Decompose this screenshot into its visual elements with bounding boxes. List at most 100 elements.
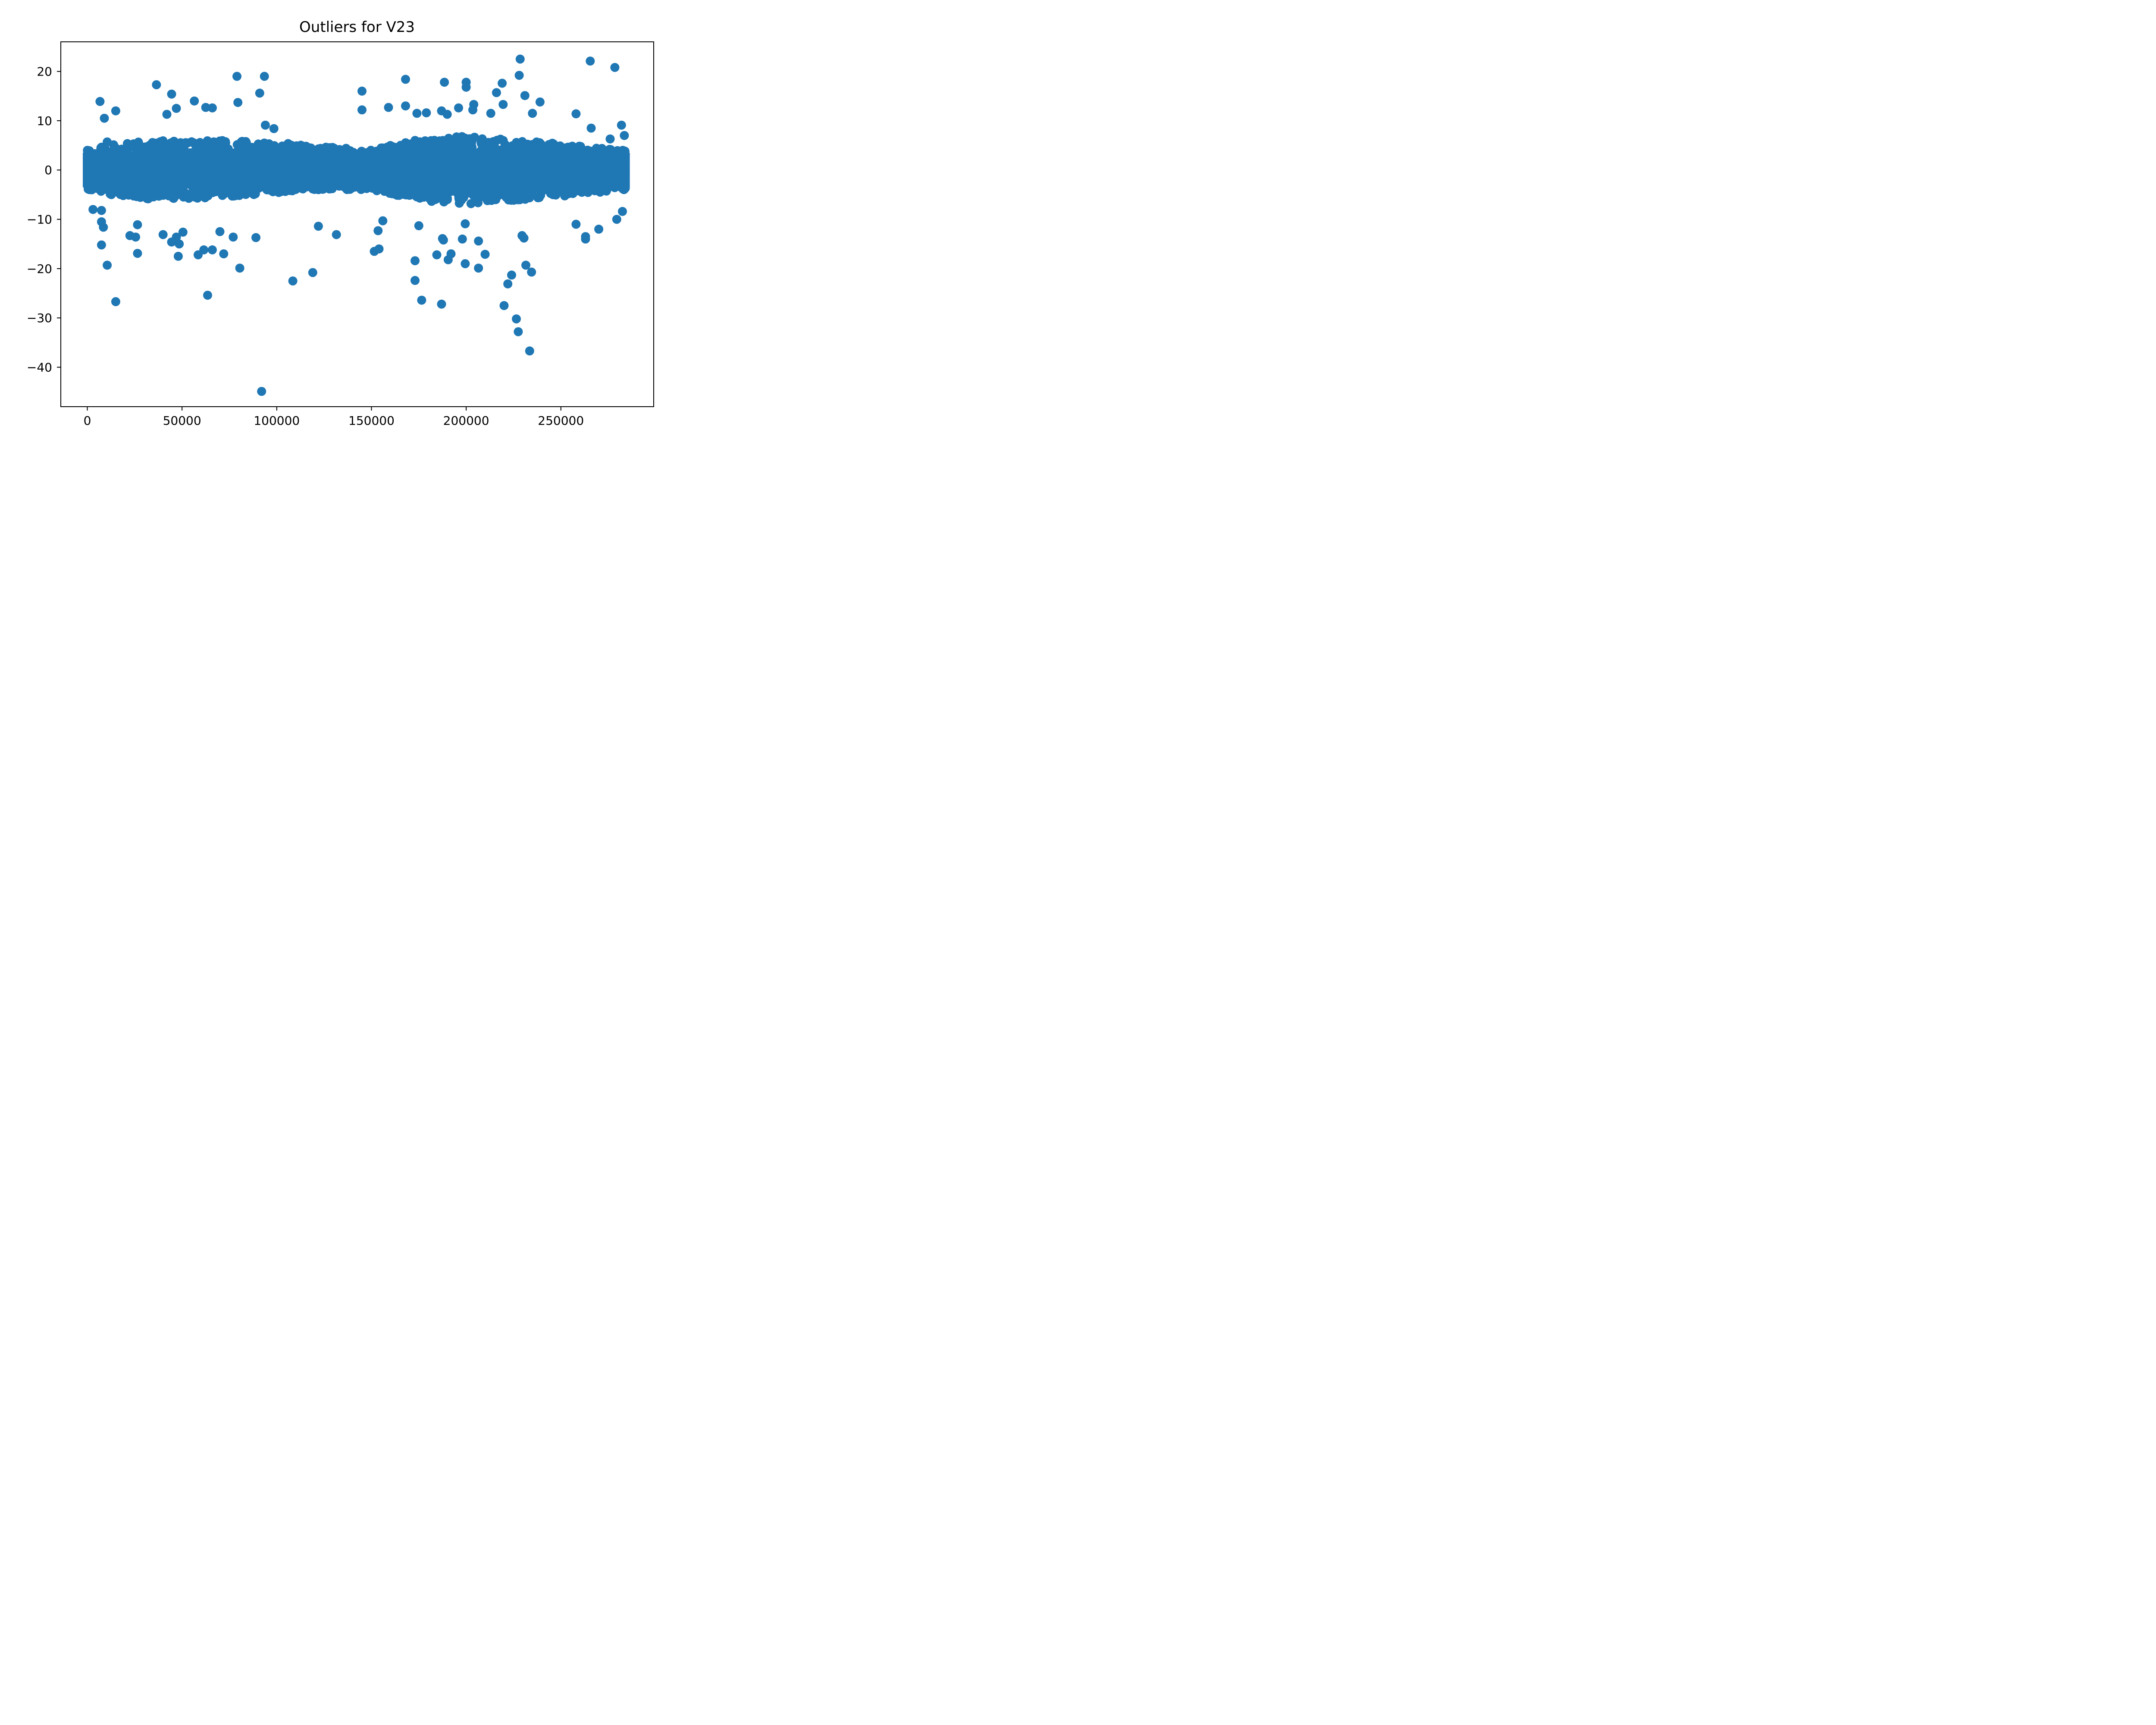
band-point — [392, 153, 401, 162]
band-point — [244, 178, 253, 187]
data-point — [167, 89, 176, 99]
x-tick-label: 150000 — [348, 414, 395, 428]
band-point — [487, 152, 496, 162]
band-point — [610, 153, 620, 162]
band-point — [208, 188, 217, 197]
band-point — [559, 178, 569, 188]
band-point — [452, 179, 462, 188]
band-point — [580, 178, 589, 188]
band-point — [487, 196, 496, 205]
band-point — [468, 180, 478, 189]
band-point — [553, 188, 562, 197]
band-point — [596, 178, 605, 188]
band-point — [378, 143, 387, 153]
data-point — [586, 123, 596, 133]
data-point — [95, 97, 105, 106]
data-point — [620, 131, 629, 140]
band-point — [132, 190, 141, 200]
data-point — [520, 91, 530, 100]
data-point — [527, 267, 536, 277]
band-point — [329, 144, 339, 153]
data-point — [172, 232, 181, 242]
data-point — [103, 137, 112, 147]
data-point — [175, 239, 184, 249]
y-axis: 20 10 0 −10 −20 −30 −40 — [27, 65, 61, 375]
band-point — [139, 153, 149, 162]
data-point — [133, 220, 142, 229]
data-point — [207, 245, 217, 254]
data-point — [442, 110, 452, 119]
data-point — [384, 103, 393, 112]
data-point — [235, 263, 244, 273]
band-point — [124, 151, 134, 160]
band-point — [154, 177, 163, 187]
band-point — [439, 189, 448, 199]
data-point — [232, 72, 241, 81]
data-point — [288, 276, 298, 285]
band-point — [83, 178, 92, 188]
data-point — [178, 227, 188, 237]
band-point — [183, 190, 193, 199]
scatter-chart: Outliers for V23 0 50000 100000 150000 20000… — [0, 0, 669, 446]
band-point — [464, 151, 473, 161]
band-point — [231, 191, 240, 200]
band-point — [288, 153, 298, 163]
data-point — [374, 244, 384, 254]
data-point — [201, 103, 210, 112]
band-point — [139, 142, 149, 152]
band-point — [400, 179, 409, 188]
data-point — [207, 103, 217, 113]
band-point — [223, 177, 233, 187]
data-point — [131, 232, 140, 242]
band-point — [177, 139, 187, 148]
data-point — [515, 54, 525, 64]
x-axis: 0 50000 100000 150000 200000 250000 — [84, 407, 584, 428]
band-point — [320, 178, 329, 188]
data-point — [535, 97, 545, 107]
data-point — [581, 232, 590, 242]
band-point — [575, 185, 585, 194]
data-point — [412, 109, 422, 118]
band-point — [158, 136, 168, 145]
data-point — [446, 249, 456, 259]
y-tick-label: 0 — [44, 163, 52, 177]
band-point — [388, 189, 397, 198]
band-point — [382, 181, 392, 191]
band-point — [482, 139, 492, 148]
band-point — [362, 184, 371, 193]
band-point — [385, 153, 394, 163]
band-point — [575, 141, 584, 151]
band-point — [419, 151, 428, 160]
band-point — [98, 178, 107, 187]
data-point — [215, 227, 225, 236]
band-point — [599, 146, 608, 155]
data-point — [152, 80, 161, 89]
band-point — [155, 187, 165, 196]
band-point — [307, 146, 317, 155]
band-point — [454, 198, 464, 208]
data-point — [411, 256, 420, 266]
data-point — [454, 103, 463, 113]
data-point — [99, 223, 108, 232]
data-point — [255, 88, 264, 98]
band-point — [520, 147, 530, 157]
data-point — [411, 276, 420, 285]
data-point — [378, 216, 388, 226]
data-point — [512, 314, 521, 323]
data-point — [172, 104, 181, 113]
plot-frame — [60, 41, 654, 407]
band-point — [269, 149, 278, 159]
data-point — [498, 100, 508, 109]
band-point — [540, 150, 550, 160]
band-point — [283, 139, 293, 148]
data-point — [468, 105, 477, 115]
data-point — [437, 299, 446, 309]
data-point — [439, 235, 448, 245]
data-point — [528, 109, 537, 118]
data-point — [521, 260, 530, 270]
band-point — [169, 152, 179, 161]
band-point — [170, 182, 180, 192]
band-point — [260, 178, 269, 188]
band-point — [177, 146, 186, 155]
band-point — [299, 144, 308, 154]
